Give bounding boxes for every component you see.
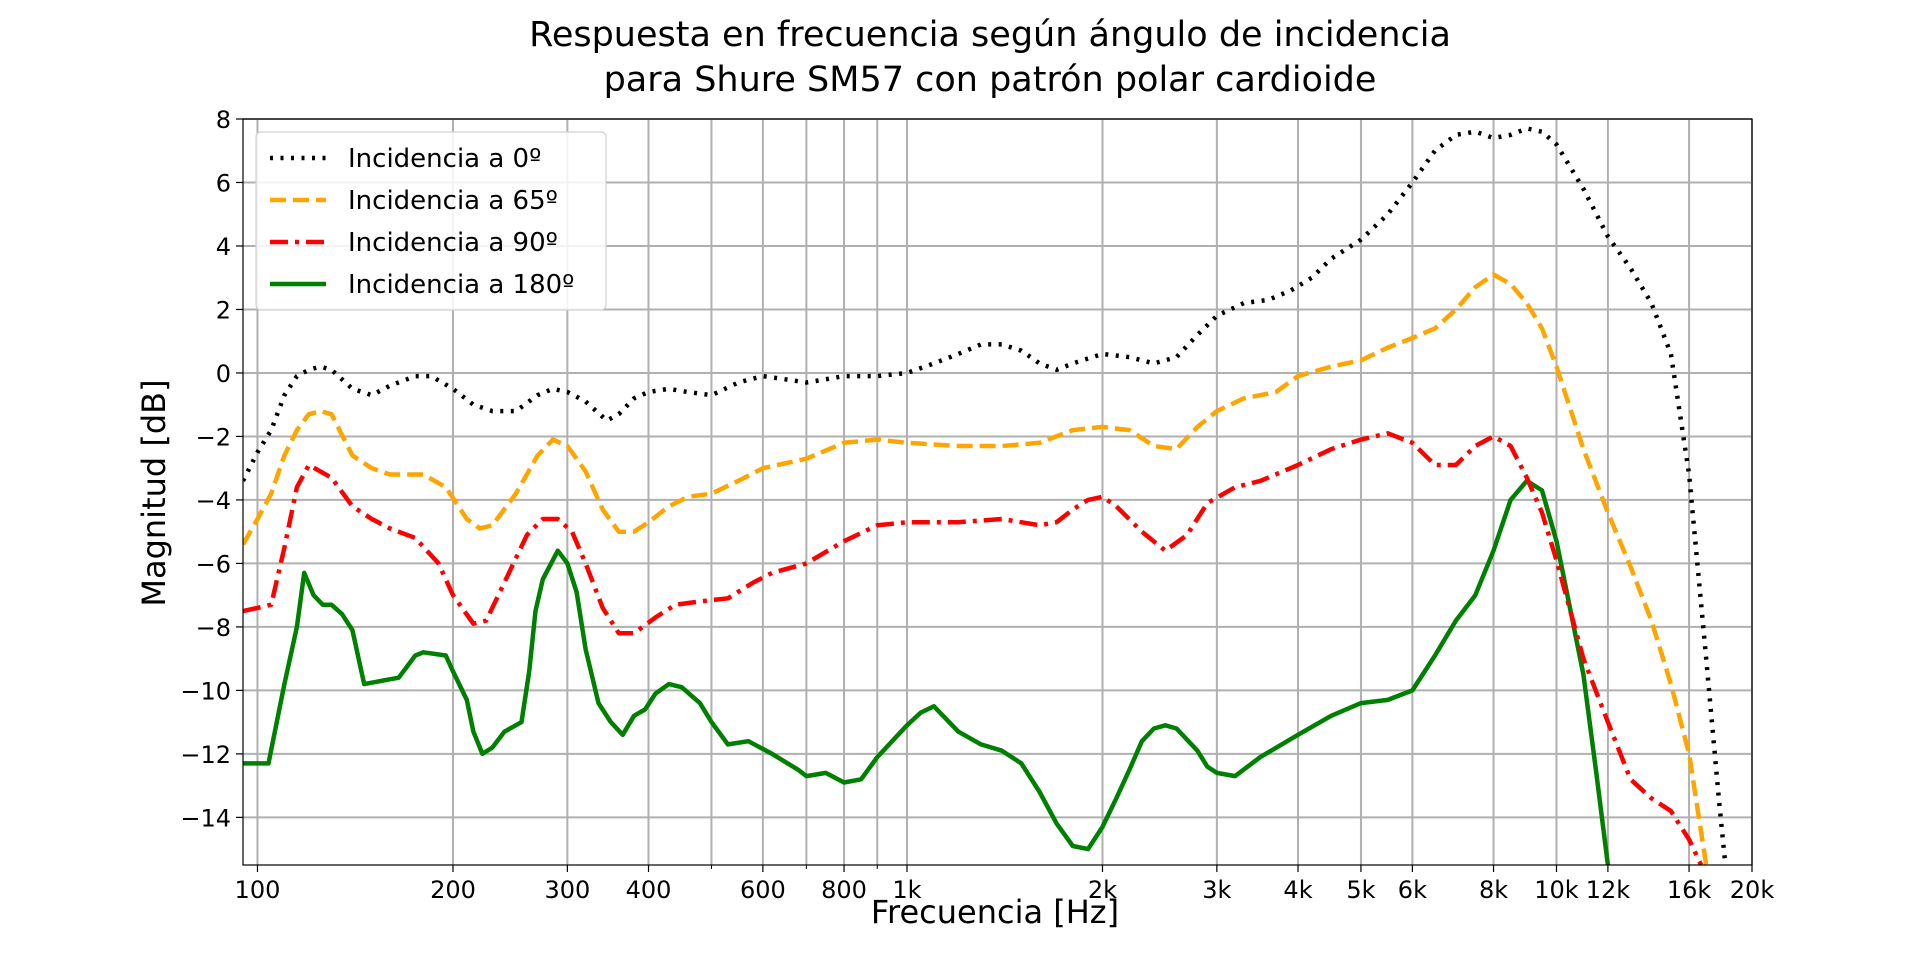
x-tick-label: 200 [430,876,476,904]
y-tick-label: −14 [180,804,231,832]
legend-label: Incidencia a 65º [348,186,558,216]
x-tick-label: 6k [1398,876,1427,904]
y-tick-label: 0 [216,360,231,388]
series-lines [243,126,1728,865]
y-tick-label: 6 [216,169,231,197]
x-tick-label: 800 [821,876,867,904]
x-tick-label: 100 [235,876,281,904]
x-tick-label: 5k [1346,876,1375,904]
x-tick-label: 16k [1667,876,1712,904]
legend: Incidencia a 0º Incidencia a 65º Incidenci… [255,131,607,311]
x-tick-label: 400 [626,876,672,904]
series-line-2 [243,431,1704,865]
chart-title-line-2: para Shure SM57 con patrón polar cardioi… [604,60,1377,100]
x-tick-label: 12k [1586,876,1631,904]
y-tick-label: −4 [196,487,231,515]
series-line-0 [243,126,1728,865]
x-tick-label: 20k [1730,876,1775,904]
y-axis-label: Magnitud [dB] [135,379,173,606]
x-tick-label: 3k [1202,876,1231,904]
x-tick-label: 300 [544,876,590,904]
x-tick-label: 2k [1088,876,1117,904]
y-tick-label: −8 [196,614,231,642]
legend-label: Incidencia a 0º [348,144,541,174]
x-tick-label: 8k [1479,876,1508,904]
x-tick-label: 600 [740,876,786,904]
chart-title-line-1: Respuesta en frecuencia según ángulo de … [529,15,1451,55]
grid [243,118,1753,865]
series-line-1 [243,272,1709,865]
x-tick-label: 4k [1283,876,1312,904]
x-axis-label: Frecuencia [Hz] [871,893,1119,931]
y-tick-label: 4 [216,233,231,261]
y-tick-label: −10 [180,677,231,705]
y-tick-label: −2 [196,423,231,451]
plot-area-frame [242,118,1753,866]
y-axis-ticks: 8 6 4 2 0 −2 −4 −6 −8 −10 −12 −14 [180,106,243,832]
legend-label: Incidencia a 90º [348,228,558,258]
series-line-3 [243,478,1611,865]
x-tick-label: 10k [1534,876,1579,904]
y-tick-label: 8 [216,106,231,134]
y-tick-label: −6 [196,550,231,578]
legend-label: Incidencia a 180º [348,270,574,300]
y-tick-label: −12 [180,741,231,769]
x-axis-ticks: 100 200 300 400 600 800 1k 2k 3k 4k 5k 6k 8k 10k 12k 16… [235,865,1775,904]
x-tick-label: 1k [892,876,921,904]
y-tick-label: 2 [216,296,231,324]
legend-box [255,131,607,311]
